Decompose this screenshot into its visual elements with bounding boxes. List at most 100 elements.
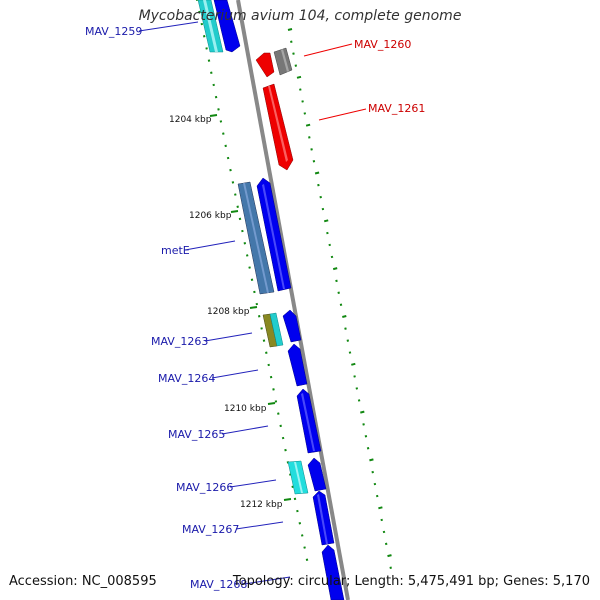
guide-dot	[253, 290, 256, 294]
guide-dot	[296, 509, 299, 513]
guide-dot	[310, 148, 313, 151]
guide-dot	[229, 168, 232, 172]
gene-label-mav-1263[interactable]: MAV_1263	[151, 335, 208, 348]
guide-dot	[300, 534, 304, 537]
guide-dot	[272, 388, 275, 391]
gene-mav-1260-arrow[interactable]	[255, 52, 275, 78]
guide-dot	[293, 497, 297, 501]
guide-dot	[284, 448, 287, 452]
guide-dot	[351, 362, 356, 366]
guide-dot	[200, 22, 204, 26]
guide-dot	[255, 302, 259, 306]
guide-dot	[290, 40, 293, 43]
gene-labels: MAV_1259 MAV_1260 MAV_1261 metE MAV_1263…	[85, 25, 425, 591]
gene-mav-1268-arrow[interactable]	[321, 544, 345, 600]
gene-mav-1259-arrow[interactable]	[213, 0, 241, 53]
genome-title: Mycobacterium avium 104, complete genome	[138, 8, 462, 24]
guide-dot	[238, 217, 242, 221]
guide-dot	[210, 71, 213, 74]
guide-dot	[389, 566, 392, 569]
gene-label-mav-1268[interactable]: MAV_1268	[190, 578, 247, 591]
guide-dot	[287, 28, 293, 31]
guide-dot	[366, 447, 370, 450]
guide-dot	[207, 59, 211, 62]
gene-label-mav-1260[interactable]: MAV_1260	[354, 38, 411, 51]
guide-dot	[305, 558, 309, 561]
tick-mark-1204	[209, 114, 218, 117]
guide-dot	[234, 193, 237, 196]
guide-dot	[303, 112, 307, 115]
leader-mav-1264	[211, 369, 259, 379]
guide-dot	[198, 10, 201, 14]
genome-backbone	[236, 0, 350, 600]
guide-dot	[292, 52, 295, 55]
gene-mav-1264-arrow[interactable]	[287, 343, 308, 387]
guide-dot	[294, 64, 298, 67]
guide-dot	[269, 375, 273, 379]
gene-label-mete[interactable]: metE	[161, 244, 190, 257]
guide-dot	[245, 254, 249, 257]
gene-mav-1259-highlight	[203, 0, 218, 52]
guide-dot	[348, 351, 352, 354]
guide-dot	[299, 88, 302, 91]
gene-mete-steel-highlight	[243, 183, 269, 293]
tick-label-1210: 1210 kbp	[224, 404, 267, 414]
guide-dot	[321, 207, 325, 211]
gene-label-mav-1261[interactable]: MAV_1261	[368, 102, 425, 115]
tick-label-1212: 1212 kbp	[240, 500, 283, 510]
leader-mav-1265	[221, 425, 269, 435]
gene-label-mav-1259[interactable]: MAV_1259	[85, 25, 142, 38]
guide-dot	[337, 291, 340, 294]
gene-label-mav-1264[interactable]: MAV_1264	[158, 372, 215, 385]
guide-dot	[267, 363, 270, 367]
guide-dot	[301, 100, 304, 103]
guide-dot	[369, 458, 374, 462]
gene-mav-1267-arrow[interactable]	[312, 490, 335, 546]
guide-dot	[257, 315, 261, 318]
tick-label-1206: 1206 kbp	[189, 211, 232, 221]
guide-dot	[298, 522, 302, 525]
guide-dot	[342, 315, 347, 318]
leader-mete	[184, 240, 236, 251]
tick-mark-1208	[249, 306, 258, 309]
tick-mark-1206	[230, 210, 239, 213]
gene-mav-1261-highlight	[268, 86, 288, 162]
gene-label-mav-1267[interactable]: MAV_1267	[182, 523, 239, 536]
gene-mav-1267-highlight	[317, 494, 328, 544]
kbp-ticks: 1204 kbp 1206 kbp 1208 kbp 1210 kbp 1212…	[169, 114, 292, 510]
gene-mav-1263-arrow[interactable]	[282, 309, 302, 343]
guide-dot	[248, 266, 251, 269]
guide-dot	[212, 83, 215, 87]
tick-label-1208: 1208 kbp	[207, 307, 250, 317]
guide-dot	[353, 375, 356, 378]
gene-label-mav-1266[interactable]: MAV_1266	[176, 481, 233, 494]
gene-mav-1260-grey-highlight	[281, 49, 289, 72]
guide-dot	[355, 387, 359, 390]
gene-mav-1263-cyan[interactable]	[269, 312, 284, 347]
gene-label-mav-1265[interactable]: MAV_1265	[168, 428, 225, 441]
guide-dot	[375, 494, 379, 498]
tick-mark-1212	[283, 498, 292, 501]
guide-dot	[339, 303, 343, 306]
guide-dot	[308, 136, 311, 139]
guide-dot	[262, 339, 266, 342]
gene-mav-1266-arrow[interactable]	[307, 457, 327, 492]
guide-dot	[265, 351, 268, 354]
guide-dot	[319, 195, 322, 199]
guide-dot	[357, 399, 361, 402]
guide-dot	[317, 183, 320, 187]
guide-dot	[328, 243, 331, 247]
guide-dot	[236, 205, 239, 208]
guide-dot	[323, 219, 329, 223]
gene-mav-1265-highlight	[301, 393, 315, 451]
guide-dot	[277, 412, 280, 415]
gene-mav-1265-arrow[interactable]	[296, 388, 322, 454]
guide-dot	[384, 542, 388, 546]
guide-dot	[222, 132, 225, 135]
leader-mav-1268	[243, 576, 291, 585]
guide-dot	[362, 423, 365, 426]
gene-features	[197, 0, 345, 600]
leader-mav-1267	[235, 521, 284, 530]
guide-dot	[241, 229, 244, 233]
